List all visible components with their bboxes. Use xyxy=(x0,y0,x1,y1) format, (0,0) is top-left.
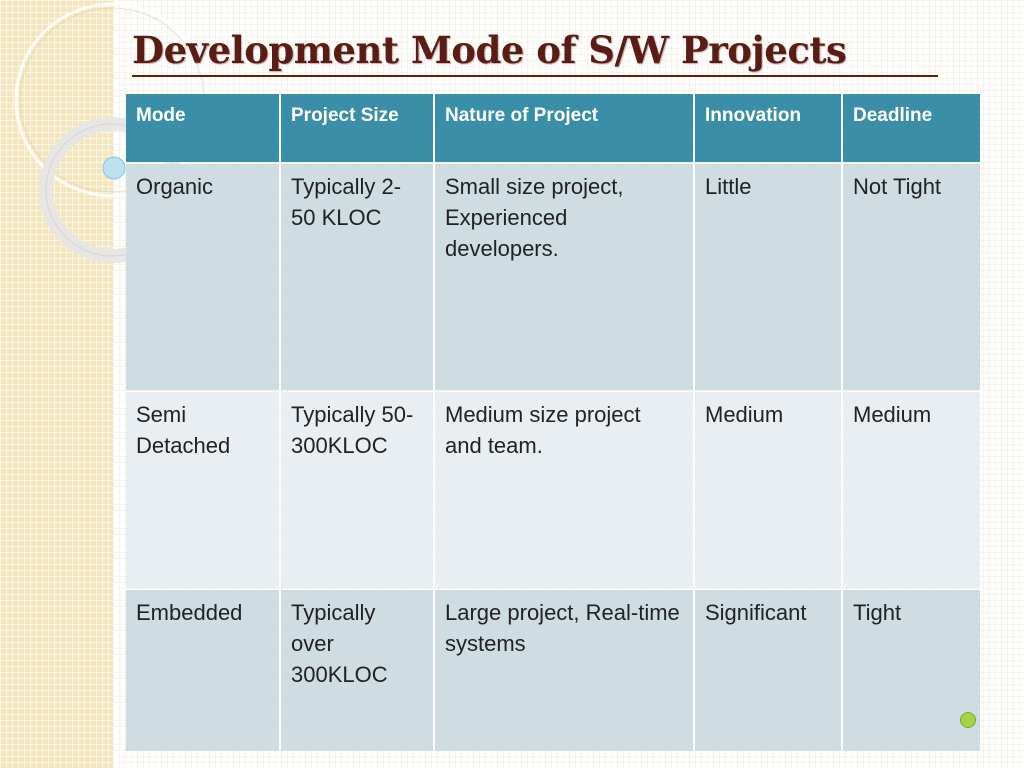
title-underline xyxy=(132,75,938,77)
development-modes-table: Mode Project Size Nature of Project Inno… xyxy=(124,92,982,753)
slide-title: Development Mode of S/W Projects xyxy=(132,28,847,72)
cell-deadline: Not Tight xyxy=(843,164,980,390)
table-row: Organic Typically 2-50 KLOC Small size p… xyxy=(126,164,980,390)
table-header-row: Mode Project Size Nature of Project Inno… xyxy=(126,94,980,162)
table-row: Semi Detached Typically 50-300KLOC Mediu… xyxy=(126,392,980,588)
cell-nature: Large project, Real-time systems xyxy=(435,590,693,751)
header-deadline: Deadline xyxy=(843,94,980,162)
cell-project-size: Typically 50-300KLOC xyxy=(281,392,433,588)
cell-deadline: Tight xyxy=(843,590,980,751)
header-project-size: Project Size xyxy=(281,94,433,162)
header-nature-of-project: Nature of Project xyxy=(435,94,693,162)
cell-nature: Small size project, Experienced develope… xyxy=(435,164,693,390)
cell-innovation: Little xyxy=(695,164,841,390)
cell-innovation: Significant xyxy=(695,590,841,751)
cell-mode: Embedded xyxy=(126,590,279,751)
cell-nature: Medium size project and team. xyxy=(435,392,693,588)
header-innovation: Innovation xyxy=(695,94,841,162)
cell-deadline: Medium xyxy=(843,392,980,588)
cell-mode: Organic xyxy=(126,164,279,390)
cell-project-size: Typically over 300KLOC xyxy=(281,590,433,751)
cell-innovation: Medium xyxy=(695,392,841,588)
table-row: Embedded Typically over 300KLOC Large pr… xyxy=(126,590,980,751)
slide-corner-dot xyxy=(960,712,976,728)
header-mode: Mode xyxy=(126,94,279,162)
cell-project-size: Typically 2-50 KLOC xyxy=(281,164,433,390)
cell-mode: Semi Detached xyxy=(126,392,279,588)
